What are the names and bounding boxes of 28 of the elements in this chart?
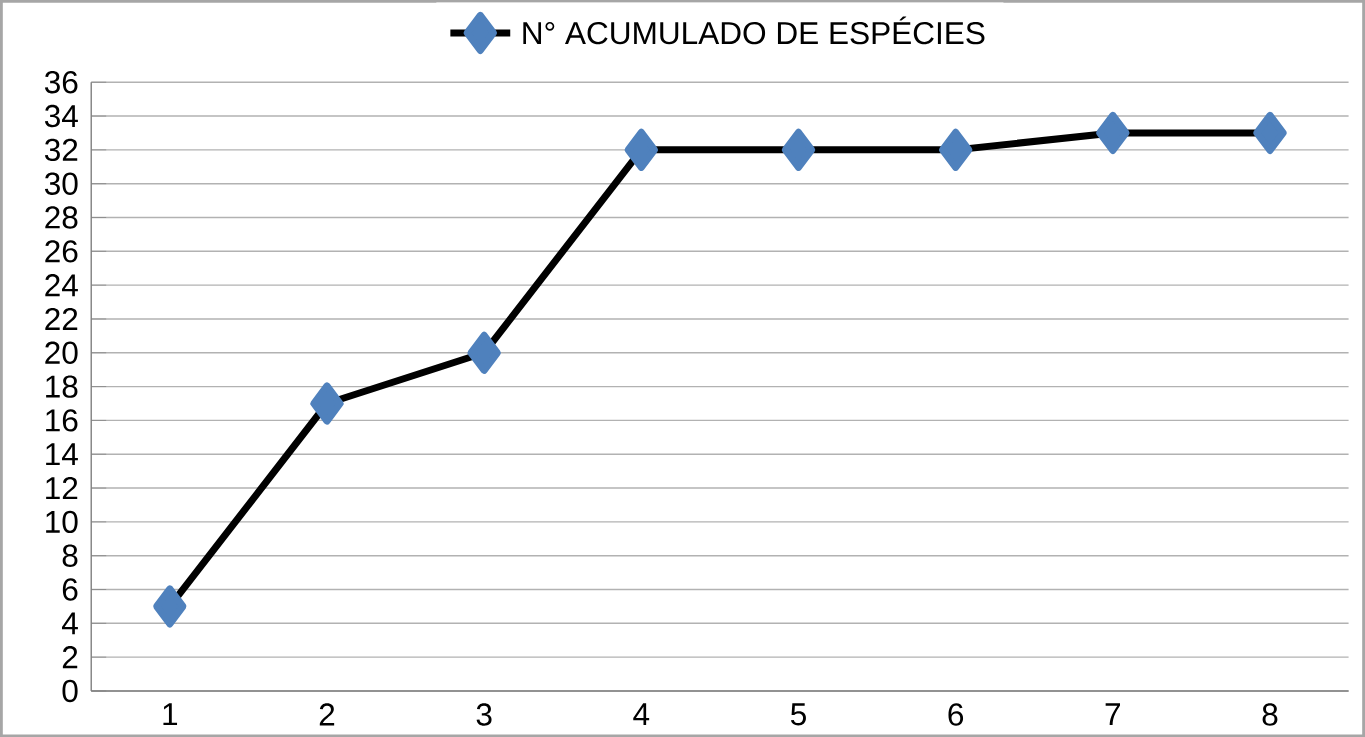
y-tick-label: 18 (46, 375, 78, 398)
y-tick-label: 22 (45, 307, 78, 330)
y-tick-label: 36 (44, 70, 78, 94)
y-tick-label: 2 (62, 645, 78, 668)
y-tick-label: 6 (62, 578, 78, 601)
y-tick-label: 10 (46, 510, 78, 533)
x-tick-label: 3 (476, 703, 492, 726)
legend-label: N° ACUMULADO DE ESPÉCIES (523, 16, 985, 45)
x-tick-label: 4 (633, 703, 650, 725)
y-tick-label: 4 (61, 612, 78, 634)
y-tick-label: 26 (45, 239, 78, 263)
y-tick-label: 12 (46, 476, 78, 499)
y-tick-label: 28 (45, 206, 78, 229)
x-tick-label: 1 (163, 703, 178, 725)
x-tick-label: 8 (1262, 703, 1278, 726)
y-tick-label: 32 (44, 138, 78, 161)
x-tick-label: 6 (948, 703, 964, 726)
y-tick-label: 24 (45, 273, 78, 296)
y-tick-label: 14 (46, 443, 78, 465)
y-tick-label: 16 (46, 409, 78, 432)
x-tick-label: 5 (790, 703, 806, 726)
x-tick-label: 2 (319, 703, 335, 726)
x-tick-label: 7 (1105, 703, 1121, 725)
y-tick-label: 0 (62, 679, 78, 702)
y-tick-label: 8 (62, 544, 78, 567)
y-tick-label: 20 (45, 341, 78, 364)
y-tick-label: 30 (44, 172, 78, 195)
y-tick-label: 34 (44, 104, 78, 128)
